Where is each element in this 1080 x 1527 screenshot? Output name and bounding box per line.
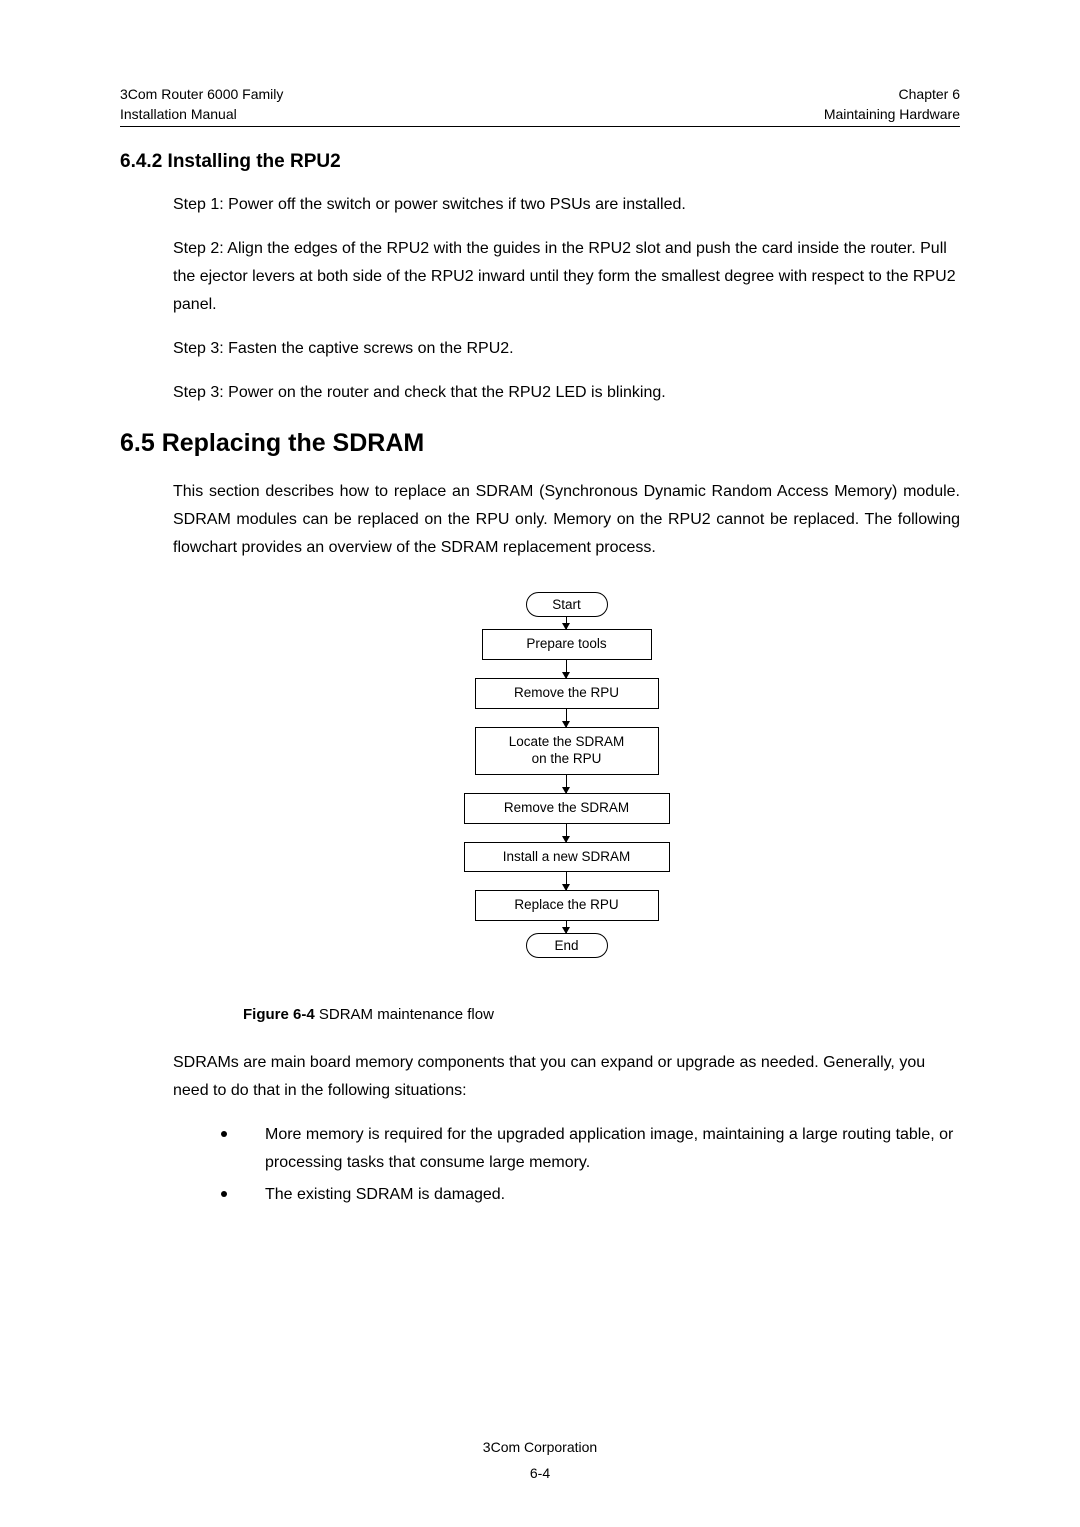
flow-start: Start xyxy=(526,592,608,617)
flow-step3: Locate the SDRAM on the RPU xyxy=(475,727,659,775)
flow-end: End xyxy=(526,933,608,958)
para-65-text: This section describes how to replace an… xyxy=(173,478,960,562)
step1-text: Step 1: Power off the switch or power sw… xyxy=(173,191,960,219)
footer-text: 3Com Corporation xyxy=(0,1439,1080,1455)
step3a-text: Step 3: Fasten the captive screws on the… xyxy=(173,335,960,363)
flow-step6: Replace the RPU xyxy=(475,890,659,921)
flow-step4: Remove the SDRAM xyxy=(464,793,670,824)
flow-arrow xyxy=(566,715,568,727)
flow-step5: Install a new SDRAM xyxy=(464,842,670,873)
figure-caption: Figure 6-4 SDRAM maintenance flow xyxy=(243,1006,960,1023)
flow-step2: Remove the RPU xyxy=(475,678,659,709)
bullet-list: More memory is required for the upgraded… xyxy=(221,1121,960,1209)
section-heading-65: 6.5 Replacing the SDRAM xyxy=(120,429,960,458)
flow-arrow xyxy=(566,921,568,933)
para-sdram: SDRAMs are main board memory components … xyxy=(173,1049,960,1105)
bullet-item-2: The existing SDRAM is damaged. xyxy=(221,1181,960,1209)
flow-arrow xyxy=(566,617,568,629)
flowchart: Start Prepare tools Remove the RPU Locat… xyxy=(451,592,683,958)
flow-arrow xyxy=(566,830,568,842)
flow-step3-line1: Locate the SDRAM xyxy=(509,734,625,749)
page-header: 3Com Router 6000 Family Installation Man… xyxy=(120,85,960,124)
bullet-item-1: More memory is required for the upgraded… xyxy=(221,1121,960,1177)
step2-text: Step 2: Align the edges of the RPU2 with… xyxy=(173,235,960,319)
flow-arrow xyxy=(566,666,568,678)
flow-arrow xyxy=(566,781,568,793)
header-left-line1: 3Com Router 6000 Family xyxy=(120,85,283,105)
header-right-line1: Chapter 6 xyxy=(824,85,960,105)
figure-caption-label: Figure 6-4 xyxy=(243,1006,315,1023)
flow-step3-line2: on the RPU xyxy=(532,751,602,766)
flow-step1: Prepare tools xyxy=(482,629,652,660)
figure-caption-text: SDRAM maintenance flow xyxy=(315,1006,494,1023)
step3b-text: Step 3: Power on the router and check th… xyxy=(173,379,960,407)
section-heading-642: 6.4.2 Installing the RPU2 xyxy=(120,151,960,173)
page-number: 6-4 xyxy=(0,1465,1080,1481)
flow-arrow xyxy=(566,878,568,890)
header-left-line2: Installation Manual xyxy=(120,105,283,125)
header-divider xyxy=(120,126,960,127)
header-right-line2: Maintaining Hardware xyxy=(824,105,960,125)
